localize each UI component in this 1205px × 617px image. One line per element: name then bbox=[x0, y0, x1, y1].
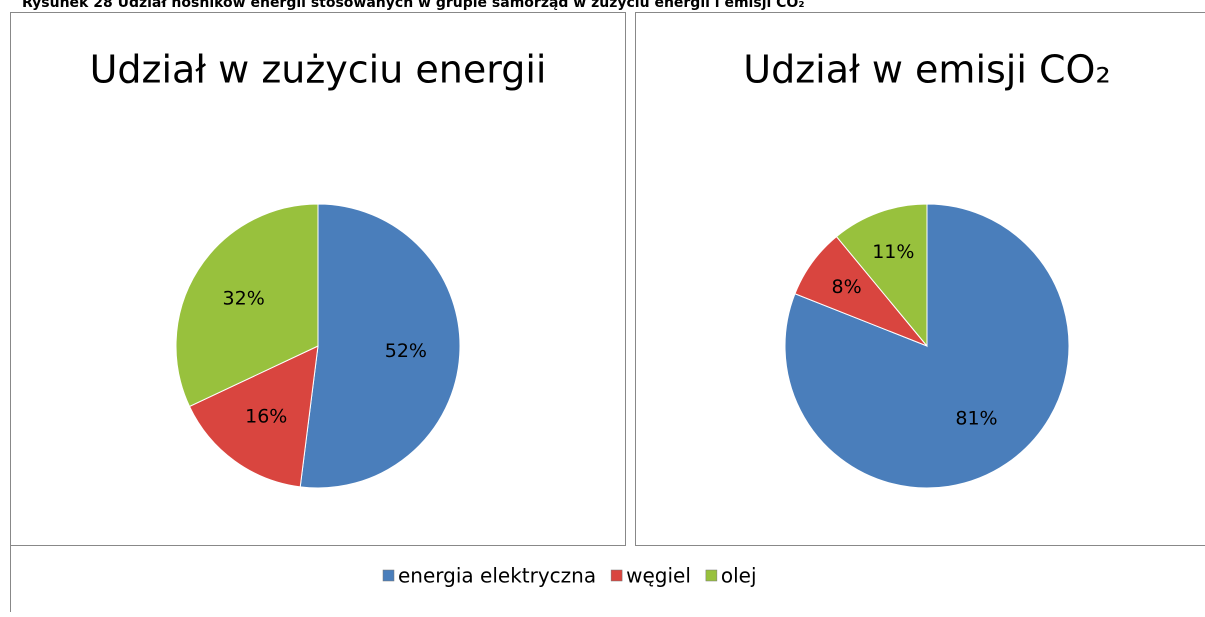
data-label: 11% bbox=[872, 241, 914, 263]
pie-slice bbox=[300, 204, 460, 488]
chart-title: Udział w emisji CO₂ bbox=[743, 48, 1110, 92]
legend-label: energia elektryczna bbox=[398, 564, 596, 588]
legend: energia elektryczna węgiel olej bbox=[383, 564, 757, 588]
chart-title: Udział w zużyciu energii bbox=[90, 48, 547, 92]
data-label: 16% bbox=[245, 406, 287, 428]
data-label: 52% bbox=[385, 340, 427, 362]
data-label: 32% bbox=[223, 287, 265, 309]
legend-swatch bbox=[611, 570, 622, 581]
legend-label: węgiel bbox=[626, 564, 691, 588]
legend-label: olej bbox=[721, 564, 757, 588]
data-label: 81% bbox=[955, 407, 997, 429]
legend-swatch bbox=[706, 570, 717, 581]
legend-swatch bbox=[383, 570, 394, 581]
data-label: 8% bbox=[832, 276, 862, 298]
caption: Rysunek 28 Udział nośników energii stoso… bbox=[22, 0, 804, 11]
